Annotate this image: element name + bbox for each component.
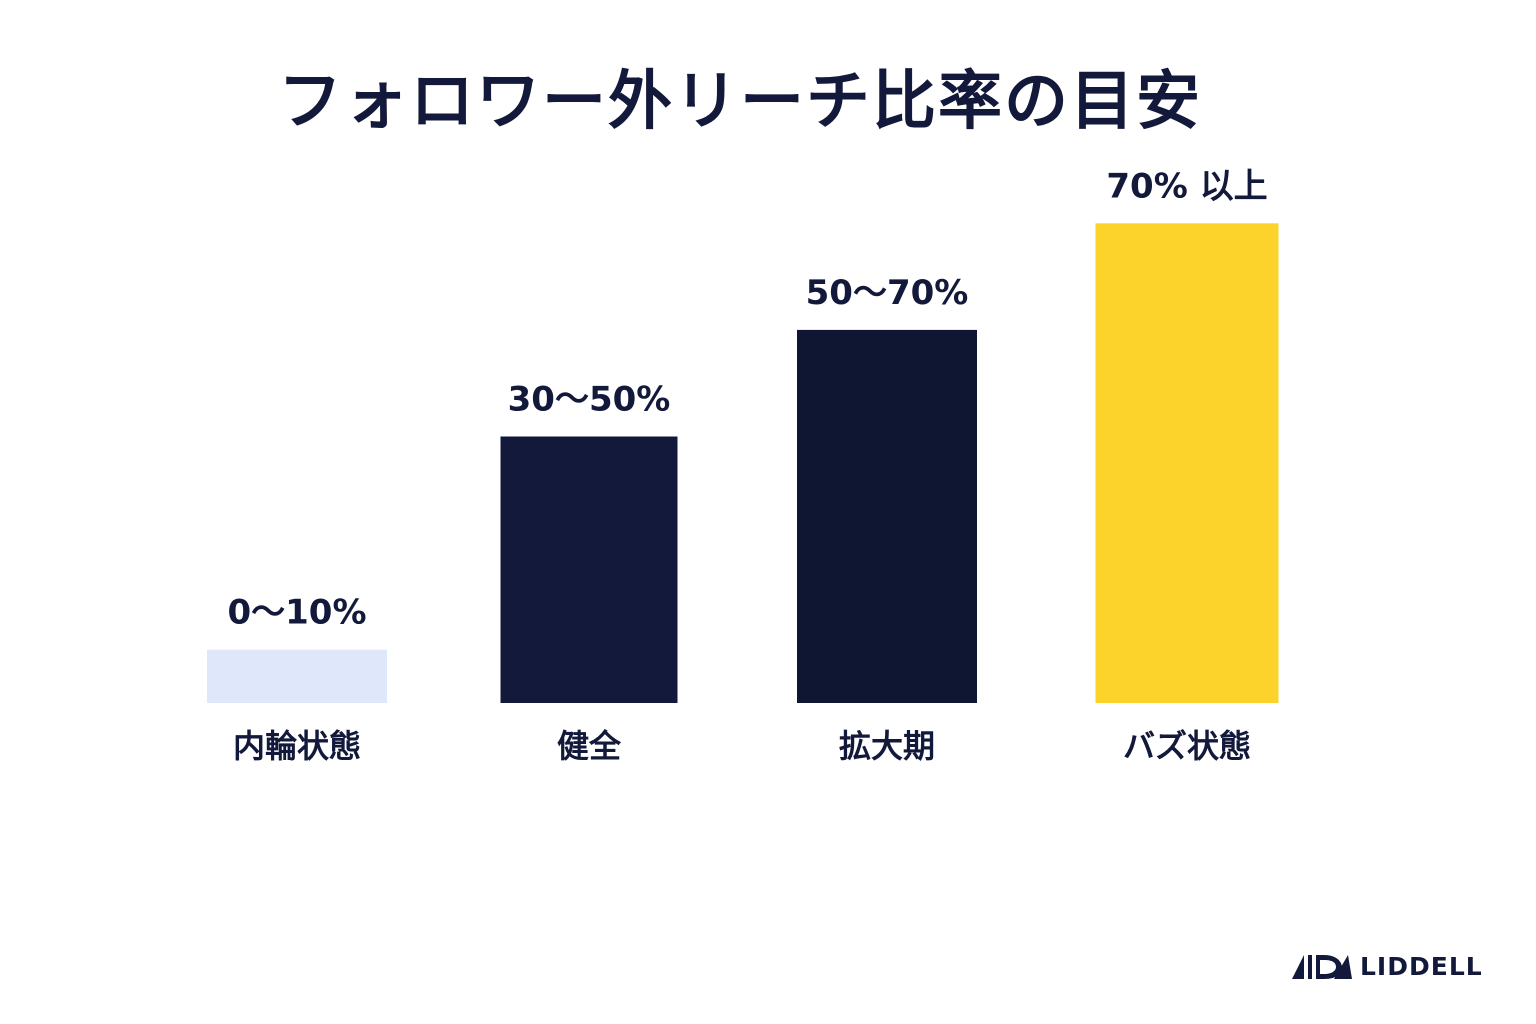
- liddell-logo: LIDDELL: [1290, 948, 1500, 984]
- data-label-2: 30〜50%: [508, 380, 671, 420]
- bar-2: [500, 436, 678, 703]
- data-label-3: 50〜70%: [806, 273, 969, 313]
- bar-4: [1095, 223, 1279, 704]
- category-label-3: 拡大期: [839, 727, 935, 765]
- category-label-4: バズ状態: [1123, 727, 1251, 765]
- bar-3: [797, 329, 977, 703]
- bar-1: [207, 649, 387, 703]
- data-label-1: 0〜10%: [227, 593, 366, 633]
- data-label-4: 70% 以上: [1106, 166, 1267, 206]
- category-label-1: 内輪状態: [233, 727, 361, 765]
- page-title: フォロワー外リーチ比率の目安: [278, 65, 1202, 139]
- liddell-logo-mark-icon: [1292, 955, 1352, 979]
- logo-text: LIDDELL: [1360, 951, 1483, 981]
- category-label-2: 健全: [557, 727, 622, 765]
